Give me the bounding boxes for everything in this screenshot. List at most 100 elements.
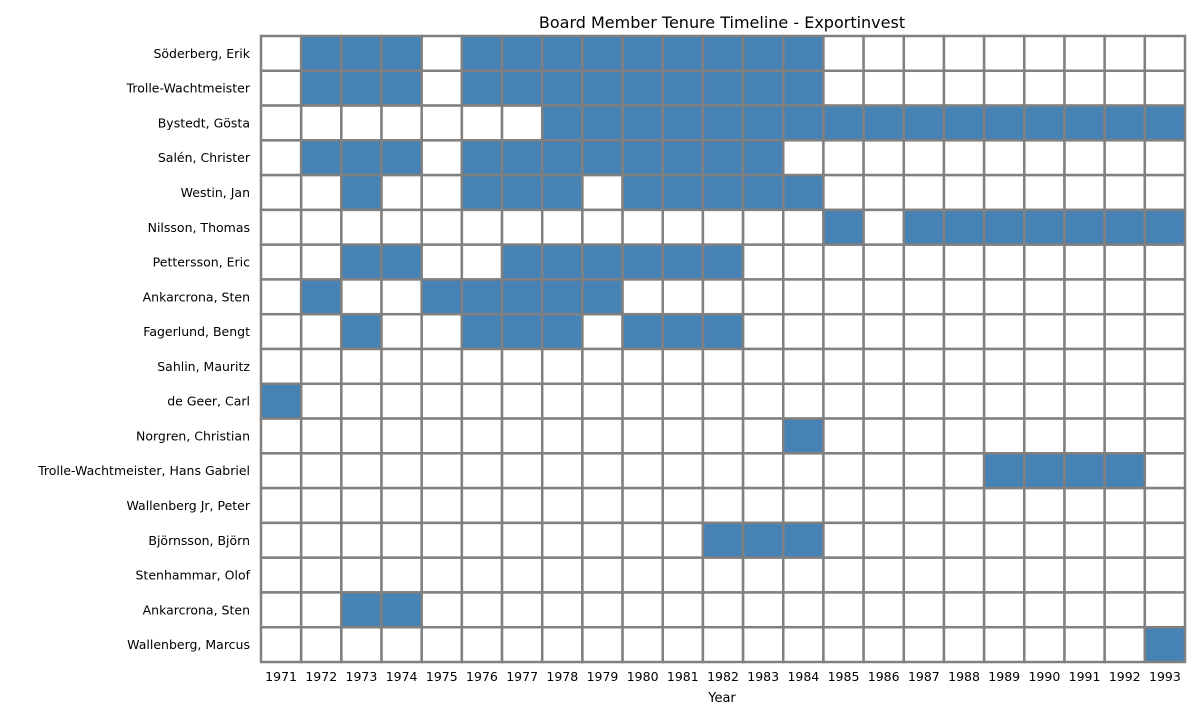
heatmap-cell [460,486,504,525]
x-tick-label: 1980 [627,669,659,684]
heatmap-cell [862,556,906,594]
x-tick-label: 1979 [587,669,619,684]
heatmap-cell [982,452,1026,490]
heatmap-cell [741,278,785,316]
heatmap-cell [902,69,946,107]
heatmap-cell [340,591,383,629]
heatmap-cell [982,173,1026,212]
heatmap-cell [500,139,544,177]
heatmap-cell [942,486,986,525]
x-tick-label: 1993 [1149,669,1181,684]
heatmap-cell [340,173,383,212]
heatmap-cell [540,486,584,525]
heatmap-cell [380,139,423,177]
heatmap-cell [741,104,785,142]
heatmap-cell [902,625,946,664]
heatmap-cell [1103,625,1147,664]
heatmap-cell [1063,417,1106,455]
heatmap-cell [380,486,423,525]
heatmap-cell [259,104,303,142]
heatmap-cell [782,591,825,629]
heatmap-cell [460,69,504,107]
y-tick-label: de Geer, Carl [167,394,250,409]
heatmap-cell [1063,486,1106,525]
heatmap-cell [460,208,504,246]
heatmap-cell [902,452,946,490]
heatmap-cell [1063,347,1106,386]
heatmap-cell [862,69,906,107]
heatmap-cell [259,173,303,212]
heatmap-cell [420,591,464,629]
heatmap-cell [822,173,865,212]
heatmap-cell [902,312,946,351]
y-tick-label: Pettersson, Eric [153,255,250,270]
heatmap-cell [500,625,544,664]
heatmap-cell [299,34,343,73]
heatmap-cell [782,278,825,316]
heatmap-cell [540,625,584,664]
heatmap-cell [380,452,423,490]
heatmap-cell [822,104,865,142]
heatmap-cell [942,347,986,386]
heatmap-cell [661,208,705,246]
heatmap-cell [1063,278,1106,316]
heatmap-cell [942,417,986,455]
heatmap-cell [1143,139,1187,177]
heatmap-cell [299,312,343,351]
y-tick-label: Nilsson, Thomas [148,220,250,235]
heatmap-cell [942,173,986,212]
heatmap-cell [460,312,504,351]
heatmap-cell [340,417,383,455]
heatmap-cell [259,591,303,629]
heatmap-cell [982,486,1026,525]
y-tick-label: Wallenberg Jr, Peter [126,498,250,513]
heatmap-cell [942,591,986,629]
heatmap-cell [822,521,865,559]
heatmap-cell [1023,173,1066,212]
heatmap-cell [661,139,705,177]
heatmap-cell [460,104,504,142]
heatmap-cell [500,173,544,212]
heatmap-cell [782,521,825,559]
heatmap-cell [982,417,1026,455]
heatmap-cell [460,521,504,559]
x-tick-label: 1977 [506,669,538,684]
heatmap-cell [661,591,705,629]
y-tick-label: Bystedt, Gösta [158,115,250,130]
y-tick-label: Fagerlund, Bengt [143,324,250,339]
heatmap-cell [1023,521,1066,559]
heatmap-cell [420,625,464,664]
heatmap-cell [661,34,705,73]
heatmap-cell [299,452,343,490]
heatmap-cell [902,278,946,316]
x-tick-label: 1982 [707,669,739,684]
heatmap-cell [1023,69,1066,107]
heatmap-cell [701,139,745,177]
heatmap-cell [299,417,343,455]
heatmap-cell [1023,452,1066,490]
heatmap-cell [460,243,504,281]
heatmap-cell [500,243,544,281]
heatmap-cell [822,625,865,664]
heatmap-cell [1143,625,1187,664]
heatmap-cell [782,243,825,281]
heatmap-cell [259,521,303,559]
heatmap-cell [902,104,946,142]
heatmap-cell [581,69,624,107]
heatmap-cell [460,347,504,386]
x-tick-label: 1983 [747,669,779,684]
heatmap-cell [661,625,705,664]
heatmap-cell [621,208,664,246]
heatmap-cell [259,208,303,246]
heatmap-cell [701,452,745,490]
heatmap-cell [942,104,986,142]
x-tick-label: 1991 [1069,669,1101,684]
heatmap-cell [701,625,745,664]
heatmap-cell [500,486,544,525]
heatmap-cell [540,104,584,142]
heatmap-cell [782,452,825,490]
heatmap-cell [540,347,584,386]
heatmap-cell [862,417,906,455]
heatmap-cell [540,556,584,594]
heatmap-cell [661,173,705,212]
